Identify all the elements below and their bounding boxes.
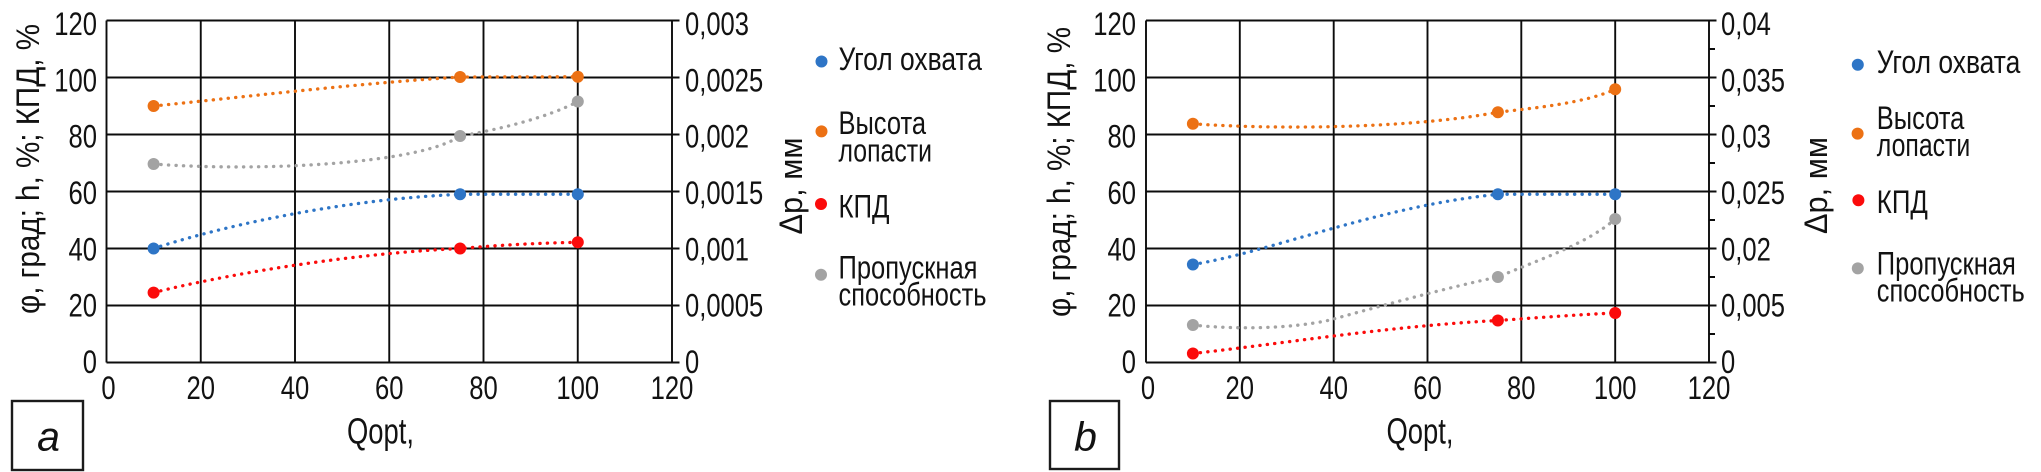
svg-text:0,001: 0,001 bbox=[685, 231, 749, 267]
svg-text:Qopt,: Qopt, bbox=[1387, 411, 1454, 452]
svg-text:Высота: Высота bbox=[1877, 100, 1965, 136]
svg-text:40: 40 bbox=[1108, 231, 1137, 267]
svg-text:40: 40 bbox=[1319, 370, 1348, 406]
svg-text:0,005: 0,005 bbox=[1721, 288, 1785, 324]
svg-text:60: 60 bbox=[69, 175, 98, 211]
svg-text:Пропускная: Пропускная bbox=[839, 250, 978, 286]
svg-text:φ, град; h, %; КПД, %: φ, град; h, %; КПД, % bbox=[10, 24, 46, 314]
svg-text:Пропускная: Пропускная bbox=[1877, 245, 2016, 281]
svg-text:Δp, мм: Δp, мм bbox=[1798, 137, 1834, 234]
svg-text:Угол охвата: Угол охвата bbox=[839, 41, 983, 77]
svg-text:40: 40 bbox=[69, 231, 98, 267]
svg-text:100: 100 bbox=[54, 62, 97, 98]
svg-text:80: 80 bbox=[1108, 119, 1137, 155]
svg-text:0,002: 0,002 bbox=[685, 119, 749, 155]
svg-text:0,04: 0,04 bbox=[1721, 6, 1771, 42]
svg-text:0: 0 bbox=[1721, 344, 1735, 380]
svg-text:120: 120 bbox=[54, 6, 97, 42]
svg-text:способность: способность bbox=[1877, 273, 2025, 309]
svg-text:лопасти: лопасти bbox=[1877, 127, 1971, 163]
svg-text:0,035: 0,035 bbox=[1721, 62, 1785, 98]
svg-text:0: 0 bbox=[1141, 370, 1155, 406]
svg-text:20: 20 bbox=[187, 370, 216, 406]
svg-text:120: 120 bbox=[1093, 6, 1136, 42]
svg-text:60: 60 bbox=[375, 370, 404, 406]
svg-text:b: b bbox=[1074, 414, 1097, 460]
svg-text:20: 20 bbox=[1226, 370, 1255, 406]
svg-text:60: 60 bbox=[1413, 370, 1442, 406]
svg-text:80: 80 bbox=[469, 370, 498, 406]
svg-text:0: 0 bbox=[83, 344, 97, 380]
svg-text:120: 120 bbox=[651, 370, 694, 406]
svg-text:Угол охвата: Угол охвата bbox=[1877, 44, 2021, 80]
svg-text:20: 20 bbox=[1108, 288, 1137, 324]
svg-text:100: 100 bbox=[556, 370, 599, 406]
svg-text:φ, град; h, %; КПД, %: φ, град; h, %; КПД, % bbox=[1041, 27, 1077, 317]
svg-text:80: 80 bbox=[69, 119, 98, 155]
svg-text:0,025: 0,025 bbox=[1721, 175, 1785, 211]
svg-text:0: 0 bbox=[1122, 344, 1136, 380]
svg-text:0,0015: 0,0015 bbox=[685, 175, 763, 211]
svg-text:0: 0 bbox=[101, 370, 115, 406]
svg-text:лопасти: лопасти bbox=[839, 132, 933, 168]
svg-text:Δp, мм: Δp, мм bbox=[773, 138, 809, 235]
svg-text:100: 100 bbox=[1093, 62, 1136, 98]
svg-text:60: 60 bbox=[1108, 175, 1137, 211]
svg-text:КПД: КПД bbox=[1877, 184, 1928, 220]
svg-text:0,03: 0,03 bbox=[1721, 119, 1771, 155]
svg-text:20: 20 bbox=[69, 288, 98, 324]
svg-text:80: 80 bbox=[1507, 370, 1536, 406]
svg-text:0,02: 0,02 bbox=[1721, 231, 1771, 267]
svg-text:Высота: Высота bbox=[839, 105, 927, 141]
svg-text:0,0005: 0,0005 bbox=[685, 288, 763, 324]
svg-text:100: 100 bbox=[1594, 370, 1637, 406]
svg-text:0,0025: 0,0025 bbox=[685, 62, 763, 98]
svg-text:Qopt,: Qopt, bbox=[347, 411, 414, 452]
svg-text:способность: способность bbox=[839, 277, 987, 313]
svg-text:КПД: КПД bbox=[839, 189, 890, 225]
svg-text:0: 0 bbox=[685, 344, 699, 380]
svg-text:0,003: 0,003 bbox=[685, 6, 749, 42]
svg-text:a: a bbox=[37, 414, 60, 460]
svg-text:120: 120 bbox=[1688, 370, 1731, 406]
svg-text:40: 40 bbox=[281, 370, 310, 406]
